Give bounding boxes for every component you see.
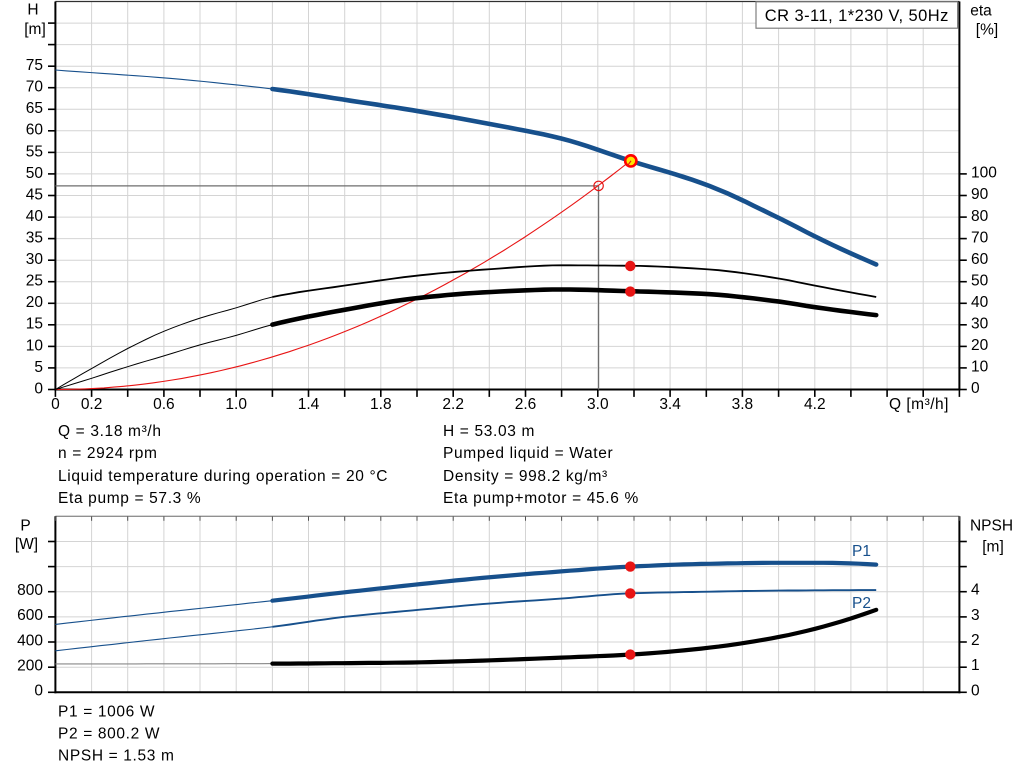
svg-text:800: 800: [17, 582, 43, 599]
svg-text:CR 3-11, 1*230 V, 50Hz: CR 3-11, 1*230 V, 50Hz: [765, 7, 949, 25]
svg-text:P1: P1: [852, 543, 871, 560]
svg-text:90: 90: [971, 186, 989, 203]
svg-text:600: 600: [17, 607, 43, 624]
svg-text:0: 0: [34, 380, 43, 397]
svg-text:4: 4: [971, 582, 980, 599]
svg-text:H = 53.03 m: H = 53.03 m: [443, 423, 535, 440]
svg-text:[m]: [m]: [24, 21, 46, 38]
svg-text:10: 10: [971, 359, 989, 376]
svg-text:50: 50: [971, 272, 989, 289]
svg-text:eta: eta: [970, 3, 992, 20]
svg-text:0: 0: [971, 380, 980, 397]
svg-text:65: 65: [26, 100, 43, 117]
svg-text:n = 2924 rpm: n = 2924 rpm: [58, 445, 158, 462]
svg-text:60: 60: [26, 122, 44, 139]
svg-text:75: 75: [26, 57, 43, 74]
svg-text:55: 55: [26, 143, 43, 160]
svg-text:3: 3: [971, 607, 980, 624]
svg-text:1.0: 1.0: [225, 396, 247, 413]
svg-text:P2 = 800.2 W: P2 = 800.2 W: [58, 726, 160, 743]
svg-text:5: 5: [34, 359, 43, 376]
svg-text:35: 35: [26, 230, 43, 247]
svg-text:Eta pump+motor = 45.6 %: Eta pump+motor = 45.6 %: [443, 490, 639, 507]
svg-text:0.2: 0.2: [81, 396, 103, 413]
svg-text:4.2: 4.2: [804, 396, 826, 413]
svg-text:50: 50: [26, 165, 44, 182]
svg-text:Q = 3.18 m³/h: Q = 3.18 m³/h: [58, 423, 162, 440]
svg-text:P2: P2: [852, 595, 871, 612]
svg-text:80: 80: [971, 208, 989, 225]
svg-text:Pumped liquid = Water: Pumped liquid = Water: [443, 445, 613, 462]
svg-text:20: 20: [26, 294, 44, 311]
svg-text:3.0: 3.0: [587, 396, 609, 413]
svg-text:45: 45: [26, 186, 43, 203]
svg-text:0.6: 0.6: [153, 396, 175, 413]
svg-text:30: 30: [26, 251, 44, 268]
svg-text:40: 40: [26, 208, 44, 225]
svg-text:1.8: 1.8: [370, 396, 392, 413]
svg-text:70: 70: [971, 229, 989, 246]
svg-text:200: 200: [17, 658, 43, 675]
svg-text:3.8: 3.8: [732, 396, 754, 413]
svg-text:70: 70: [26, 79, 44, 96]
svg-text:P: P: [20, 518, 30, 535]
svg-text:1.4: 1.4: [298, 396, 320, 413]
svg-text:60: 60: [971, 251, 989, 268]
svg-text:0: 0: [34, 683, 43, 700]
svg-text:H: H: [27, 2, 38, 19]
svg-text:2.2: 2.2: [442, 396, 464, 413]
svg-text:0: 0: [971, 682, 980, 699]
svg-text:25: 25: [26, 273, 43, 290]
svg-text:[%]: [%]: [976, 22, 998, 39]
svg-text:40: 40: [971, 294, 989, 311]
svg-text:3.4: 3.4: [659, 396, 681, 413]
svg-text:[m]: [m]: [982, 539, 1004, 556]
svg-text:2: 2: [971, 632, 980, 649]
svg-text:NPSH: NPSH: [970, 518, 1013, 535]
svg-text:Density = 998.2 kg/m³: Density = 998.2 kg/m³: [443, 468, 608, 485]
svg-text:15: 15: [26, 316, 43, 333]
svg-text:10: 10: [26, 337, 44, 354]
svg-text:20: 20: [971, 337, 989, 354]
svg-text:Q [m³/h]: Q [m³/h]: [889, 396, 949, 413]
svg-text:100: 100: [971, 165, 997, 182]
svg-text:[W]: [W]: [15, 536, 38, 553]
svg-text:1: 1: [971, 657, 980, 674]
svg-text:Liquid temperature during oper: Liquid temperature during operation = 20…: [58, 468, 388, 485]
svg-text:400: 400: [17, 632, 43, 649]
svg-text:Eta pump = 57.3 %: Eta pump = 57.3 %: [58, 490, 201, 507]
svg-text:30: 30: [971, 316, 989, 333]
svg-text:2.6: 2.6: [515, 396, 537, 413]
svg-text:0: 0: [51, 396, 60, 413]
svg-text:P1 = 1006 W: P1 = 1006 W: [58, 704, 155, 721]
svg-text:NPSH = 1.53 m: NPSH = 1.53 m: [58, 747, 175, 764]
